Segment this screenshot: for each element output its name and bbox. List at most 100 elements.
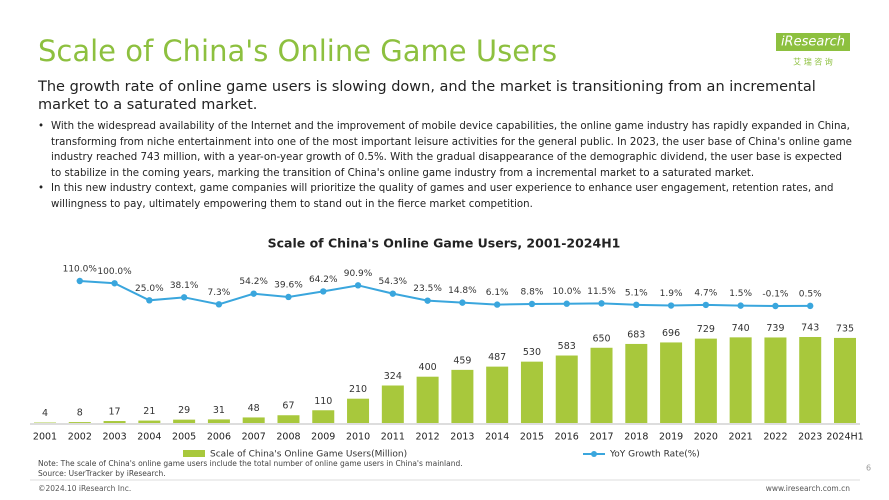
bar (312, 410, 335, 423)
logo-name: iResearch (781, 35, 845, 50)
line-label: 7.3% (207, 288, 230, 298)
bar-label: 4 (42, 408, 48, 419)
bullet: With the widespread availability of the … (38, 119, 853, 181)
x-tick-label: 2006 (207, 432, 231, 443)
line-marker (772, 302, 779, 310)
line-marker (459, 299, 466, 306)
line-label: 39.6% (274, 280, 303, 290)
bar (381, 385, 404, 423)
bar (103, 421, 126, 423)
bar-label: 324 (384, 371, 402, 382)
line-marker (250, 290, 257, 297)
line-marker (633, 301, 640, 309)
line-label: 54.3% (379, 277, 408, 287)
legend-label: Scale of China's Online Game Users(Milli… (210, 450, 407, 460)
bar-label: 530 (523, 347, 541, 358)
x-tick-label: 2016 (555, 432, 579, 443)
bar (138, 420, 161, 423)
x-tick-label: 2020 (694, 432, 718, 443)
x-tick-label: 2001 (33, 432, 57, 443)
line-marker (493, 301, 501, 308)
x-tick-label: 2007 (242, 432, 266, 443)
line-marker (667, 302, 675, 309)
x-tick-label: 2004 (137, 432, 161, 443)
x-tick-label: 2024H1 (826, 432, 863, 443)
copyright: ©2024.10 iResearch Inc. (38, 484, 131, 493)
bar-label: 48 (248, 403, 260, 414)
bar-label: 31 (213, 405, 225, 416)
line (79, 280, 811, 308)
bar-label: 739 (766, 323, 784, 334)
page-title: Scale of China's Online Game Users (38, 34, 558, 68)
line-marker (111, 280, 118, 287)
page-number: 6 (866, 464, 871, 473)
url: www.iresearch.com.cn (766, 484, 851, 493)
line-label: 6.1% (486, 288, 509, 298)
bar (416, 376, 439, 423)
logo-tagline: 艾 瑞 咨 询 (793, 57, 833, 67)
bar (555, 355, 578, 423)
bar-label: 21 (143, 406, 155, 417)
x-tick-label: 2015 (520, 432, 544, 443)
bar (347, 398, 370, 423)
logo-box (776, 33, 850, 51)
bar (68, 422, 91, 423)
bar-label: 487 (488, 352, 506, 363)
bar-label: 29 (178, 405, 190, 416)
line-label: 23.5% (413, 284, 442, 294)
bar-label: 735 (836, 323, 854, 334)
x-tick-label: 2003 (102, 432, 126, 443)
line-marker (424, 297, 431, 304)
line-label: 14.8% (448, 286, 477, 296)
bar-label: 743 (801, 323, 819, 334)
x-tick-label: 2013 (450, 432, 474, 443)
line-label: 4.7% (694, 288, 717, 298)
x-tick-label: 2008 (276, 432, 300, 443)
line-label: 0.5% (799, 289, 822, 299)
bar-label: 729 (697, 324, 715, 335)
bar (799, 337, 822, 423)
source: Source: UserTracker by iResearch. (38, 469, 166, 478)
line-label: 100.0% (97, 267, 132, 277)
bar (660, 342, 683, 423)
line-marker (76, 277, 83, 285)
x-tick-label: 2010 (346, 432, 370, 443)
line-label: 1.9% (660, 289, 683, 299)
bar (520, 361, 543, 423)
line-label: 110.0% (63, 265, 98, 275)
line-marker (180, 294, 188, 301)
bar (173, 419, 196, 423)
line-label: 38.1% (170, 281, 199, 291)
line-marker (354, 282, 362, 289)
x-tick-label: 2023 (798, 432, 822, 443)
line-marker (702, 301, 710, 309)
x-tick-label: 2011 (381, 432, 405, 443)
line-label: 10.0% (552, 287, 581, 297)
subtitle: The growth rate of online game users is … (38, 79, 816, 113)
x-tick-label: 2017 (589, 432, 613, 443)
x-tick-label: 2021 (729, 432, 753, 443)
legend-swatch (183, 450, 205, 457)
line-marker (528, 300, 536, 308)
bar (451, 369, 474, 423)
bar-label: 459 (453, 355, 471, 366)
bar-label: 696 (662, 328, 680, 339)
line-marker (215, 301, 223, 308)
bar (625, 343, 648, 423)
bar-label: 8 (77, 408, 83, 419)
chart-title: Scale of China's Online Game Users, 2001… (268, 236, 621, 251)
bar-label: 650 (592, 333, 610, 344)
line-label: 1.5% (729, 289, 752, 299)
line-marker (598, 300, 605, 307)
x-tick-label: 2018 (624, 432, 648, 443)
bar (207, 419, 230, 423)
bar (590, 347, 613, 423)
bar-label: 683 (627, 329, 645, 340)
bar-label: 210 (349, 384, 367, 395)
bar (486, 366, 509, 423)
bar (694, 338, 717, 423)
bar (834, 337, 856, 423)
x-tick-label: 2022 (763, 432, 787, 443)
